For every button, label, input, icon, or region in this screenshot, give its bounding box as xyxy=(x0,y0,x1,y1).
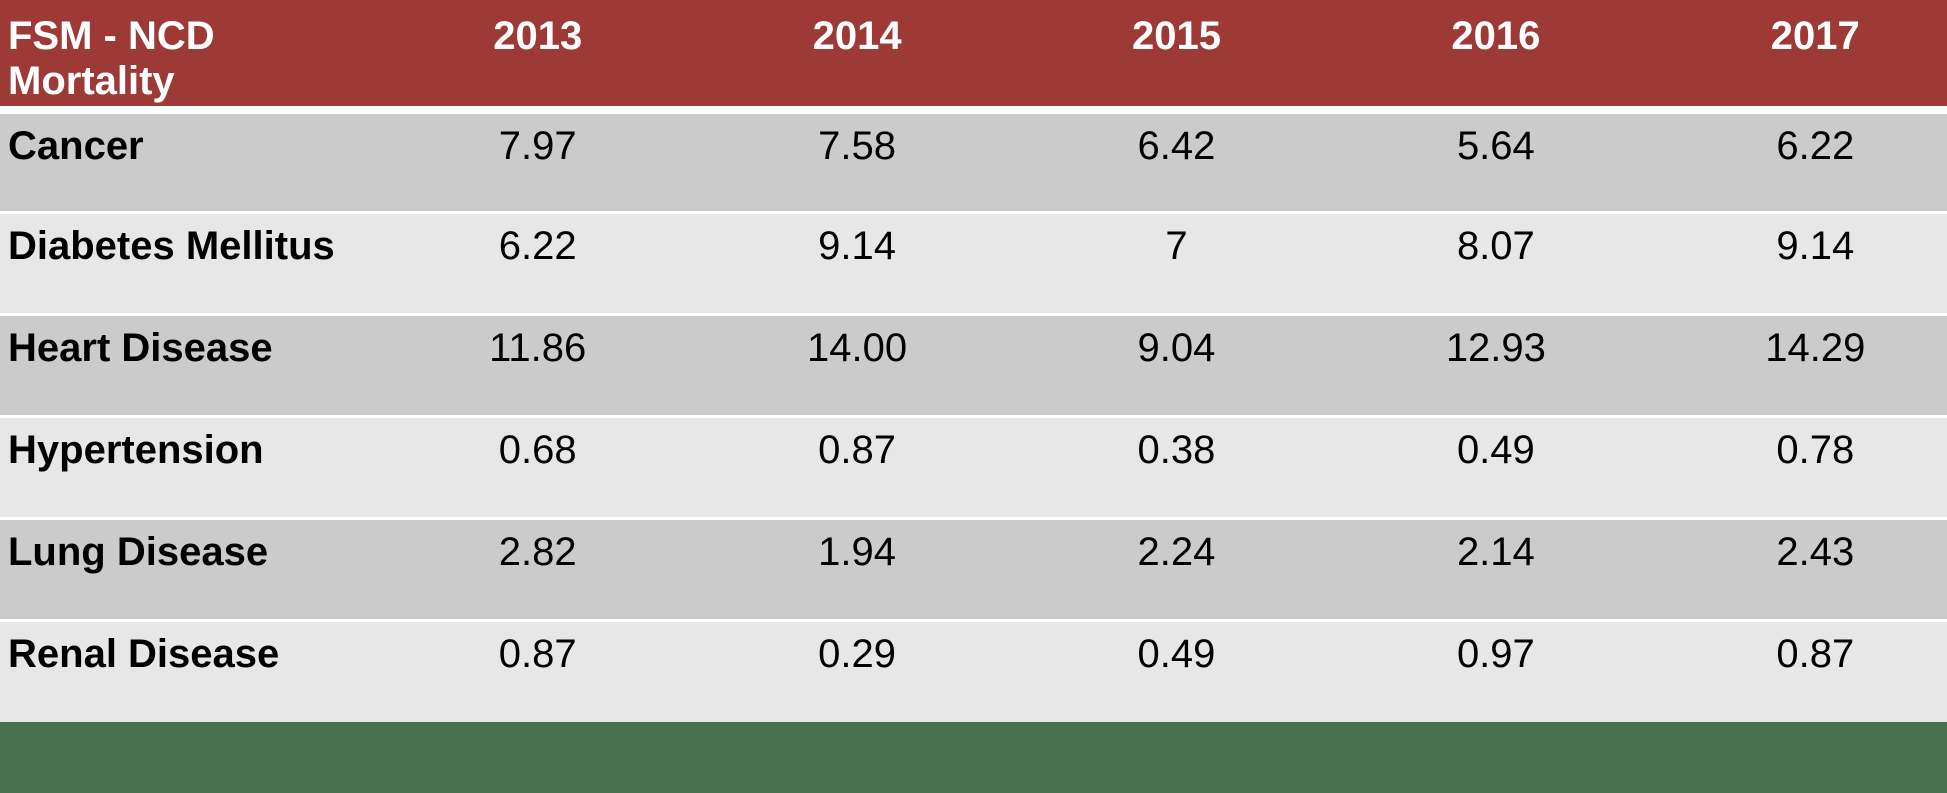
data-cell: 0.38 xyxy=(1016,416,1337,520)
data-cell: 0.87 xyxy=(1655,620,1947,722)
row-label: Heart Disease xyxy=(0,314,378,418)
data-cell: 2.82 xyxy=(378,518,698,622)
row-label: Lung Disease xyxy=(0,518,378,622)
ncd-mortality-table: FSM - NCD Mortality 2013 2014 2015 2016 2017… xyxy=(0,0,1947,722)
data-cell: 0.87 xyxy=(697,416,1017,520)
data-cell: 14.29 xyxy=(1655,314,1947,418)
data-cell: 9.14 xyxy=(1655,212,1947,316)
table-body: Cancer 7.97 7.58 6.42 5.64 6.22 Diabetes Melli… xyxy=(0,110,1947,722)
data-cell: 2.43 xyxy=(1655,518,1947,622)
row-label: Cancer xyxy=(0,110,378,214)
data-cell: 8.07 xyxy=(1336,212,1656,316)
table-row: Renal Disease 0.87 0.29 0.49 0.97 0.87 xyxy=(0,620,1947,722)
row-label: Renal Disease xyxy=(0,620,378,722)
footer-accent-bar xyxy=(0,722,1947,793)
ncd-mortality-table-wrapper: FSM - NCD Mortality 2013 2014 2015 2016 2017… xyxy=(0,0,1947,722)
table-row: Cancer 7.97 7.58 6.42 5.64 6.22 xyxy=(0,110,1947,214)
data-cell: 11.86 xyxy=(378,314,698,418)
year-header-2014: 2014 xyxy=(697,0,1017,114)
data-cell: 12.93 xyxy=(1336,314,1656,418)
year-header-2017: 2017 xyxy=(1655,0,1947,114)
table-row: Lung Disease 2.82 1.94 2.24 2.14 2.43 xyxy=(0,518,1947,622)
table-title: FSM - NCD Mortality xyxy=(0,0,378,114)
data-cell: 0.29 xyxy=(697,620,1017,722)
data-cell: 0.49 xyxy=(1336,416,1656,520)
data-cell: 14.00 xyxy=(697,314,1017,418)
data-cell: 7 xyxy=(1016,212,1337,316)
year-header-2013: 2013 xyxy=(378,0,698,114)
year-header-2015: 2015 xyxy=(1016,0,1337,114)
data-cell: 9.14 xyxy=(697,212,1017,316)
data-cell: 6.22 xyxy=(1655,110,1947,214)
data-cell: 7.58 xyxy=(697,110,1017,214)
table-header: FSM - NCD Mortality 2013 2014 2015 2016 2017 xyxy=(0,0,1947,114)
data-cell: 2.24 xyxy=(1016,518,1337,622)
data-cell: 7.97 xyxy=(378,110,698,214)
table-row: Diabetes Mellitus 6.22 9.14 7 8.07 9.14 xyxy=(0,212,1947,316)
data-cell: 9.04 xyxy=(1016,314,1337,418)
table-row: Heart Disease 11.86 14.00 9.04 12.93 14.29 xyxy=(0,314,1947,418)
data-cell: 6.42 xyxy=(1016,110,1337,214)
data-cell: 2.14 xyxy=(1336,518,1656,622)
data-cell: 0.68 xyxy=(378,416,698,520)
year-header-2016: 2016 xyxy=(1336,0,1656,114)
row-label: Diabetes Mellitus xyxy=(0,212,378,316)
data-cell: 0.97 xyxy=(1336,620,1656,722)
data-cell: 6.22 xyxy=(378,212,698,316)
data-cell: 1.94 xyxy=(697,518,1017,622)
table-row: Hypertension 0.68 0.87 0.38 0.49 0.78 xyxy=(0,416,1947,520)
data-cell: 5.64 xyxy=(1336,110,1656,214)
data-cell: 0.87 xyxy=(378,620,698,722)
row-label: Hypertension xyxy=(0,416,378,520)
header-row: FSM - NCD Mortality 2013 2014 2015 2016 2017 xyxy=(0,0,1947,114)
data-cell: 0.49 xyxy=(1016,620,1337,722)
data-cell: 0.78 xyxy=(1655,416,1947,520)
